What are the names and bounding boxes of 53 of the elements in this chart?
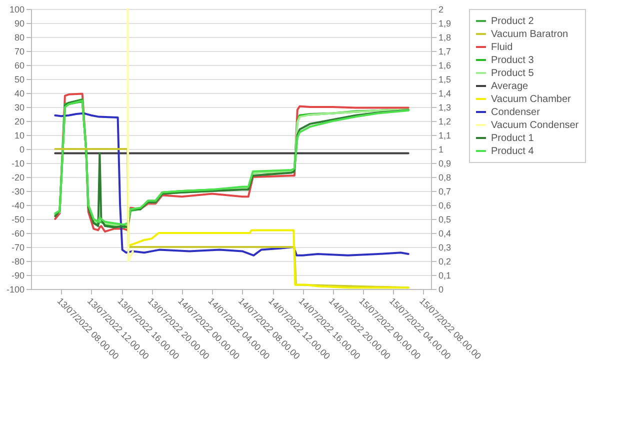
y-tick-label: 60 [14,60,24,70]
y-tick-label: 80 [14,32,24,42]
y2-tick-label: 1,4 [438,88,452,98]
y-tick-label: 70 [14,46,24,56]
y2-tick-label: 0,1 [438,270,452,280]
legend-label: Product 1 [491,133,534,144]
legend-label: Vacuum Condenser [491,120,580,131]
y-tick-label: 0 [19,144,24,154]
y-tick-label: -50 [11,214,24,224]
y-tick-label: -100 [6,284,24,294]
legend-label: Vacuum Chamber [491,94,572,105]
y2-tick-label: 0,4 [438,228,452,238]
y2-tick-label: 1,1 [438,130,452,140]
y-tick-label: 100 [9,4,24,14]
y2-tick-label: 0,5 [438,214,452,224]
legend-label: Product 3 [491,55,534,66]
y2-tick-label: 1,8 [438,32,452,42]
y-tick-label: -10 [11,158,24,168]
legend-label: Product 5 [491,68,534,79]
y2-tick-label: 0 [438,284,444,294]
y2-tick-label: 1,5 [438,74,452,84]
y-tick-label: 50 [14,74,24,84]
y-tick-label: 20 [14,116,24,126]
y-tick-label: -90 [11,270,24,280]
y2-tick-label: 1,3 [438,102,452,112]
y-tick-label: 90 [14,18,24,28]
y2-tick-label: 1,7 [438,46,452,56]
legend-label: Product 4 [491,146,534,157]
y-tick-label: -80 [11,256,24,266]
legend-label: Condenser [491,107,541,118]
y-tick-label: -70 [11,242,24,252]
legend-label: Product 2 [491,16,534,27]
y2-tick-label: 0,3 [438,242,452,252]
y-tick-label: 10 [14,130,24,140]
y2-tick-label: 1,6 [438,60,452,70]
y-tick-label: -30 [11,186,24,196]
y-tick-label: -60 [11,228,24,238]
y-tick-label: -20 [11,172,24,182]
y2-tick-label: 1 [438,144,444,154]
y-tick-label: 30 [14,102,24,112]
y-tick-label: -40 [11,200,24,210]
y-tick-label: 40 [14,88,24,98]
y2-tick-label: 2 [438,4,444,14]
legend-label: Average [491,81,529,92]
legend-label: Vacuum Baratron [491,29,568,40]
y2-tick-label: 0,7 [438,186,452,196]
y2-tick-label: 0,2 [438,256,452,266]
y2-tick-label: 0,8 [438,172,452,182]
y2-tick-label: 0,9 [438,158,452,168]
y2-tick-label: 0,6 [438,200,452,210]
legend-label: Fluid [491,42,513,53]
y2-tick-label: 1,9 [438,18,452,28]
y2-tick-label: 1,2 [438,116,452,126]
